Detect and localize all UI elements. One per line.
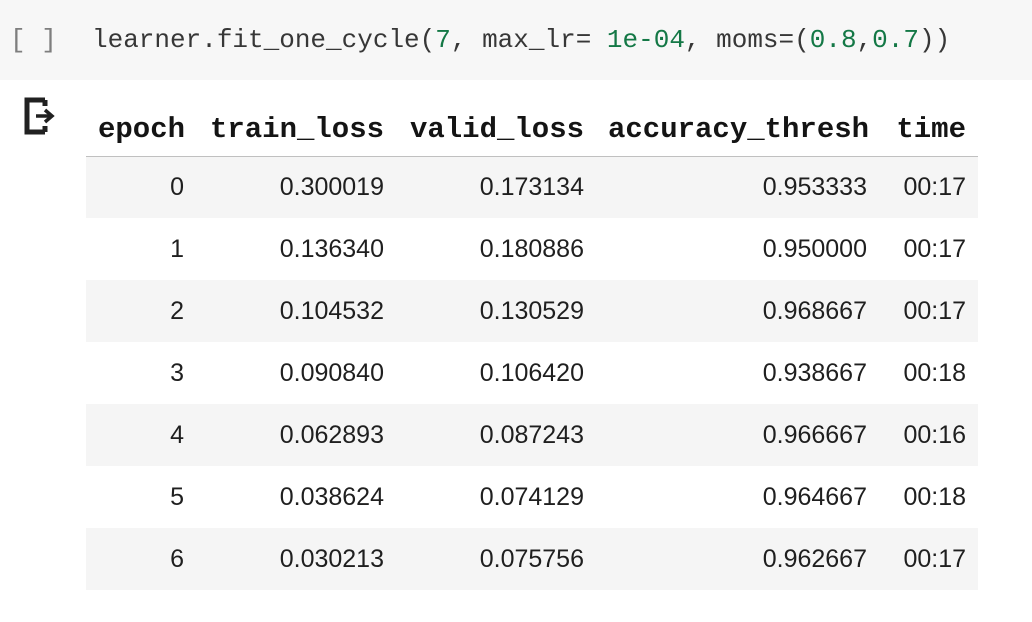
cell-output-icon xyxy=(20,94,56,138)
code-cell[interactable]: [ ] learner.fit_one_cycle(7, max_lr= 1e-… xyxy=(0,0,1032,80)
table-cell-train_loss: 0.104532 xyxy=(279,296,384,325)
table-cell-epoch: 5 xyxy=(170,482,184,511)
table-row: 4 0.062893 0.087243 0.966667 00:16 xyxy=(86,404,978,466)
table-cell-accuracy_thresh: 0.968667 xyxy=(762,296,867,325)
table-cell-time: 00:17 xyxy=(903,296,966,325)
table-cell-valid_loss: 0.087243 xyxy=(479,420,584,449)
table-cell-accuracy_thresh: 0.950000 xyxy=(762,234,867,263)
column-header-time: time xyxy=(879,104,978,157)
table-cell-accuracy_thresh: 0.964667 xyxy=(762,482,867,511)
table-cell-time: 00:17 xyxy=(903,172,966,201)
table-cell-accuracy_thresh: 0.953333 xyxy=(762,172,867,201)
table-row: 3 0.090840 0.106420 0.938667 00:18 xyxy=(86,342,978,404)
header-row: epoch train_loss valid_loss accuracy_thresh… xyxy=(86,104,978,157)
table-cell-epoch: 2 xyxy=(170,296,184,325)
table-cell-time: 00:18 xyxy=(903,482,966,511)
code-token-number: 7 xyxy=(435,25,451,55)
cell-run-prompt[interactable]: [ ] xyxy=(10,25,57,55)
code-token-number: 0.8 xyxy=(809,25,857,55)
table-cell-epoch: 6 xyxy=(170,544,184,573)
table-row: 5 0.038624 0.074129 0.964667 00:18 xyxy=(86,466,978,528)
table-cell-epoch: 3 xyxy=(170,358,184,387)
table-cell-valid_loss: 0.106420 xyxy=(479,358,584,387)
table-cell-valid_loss: 0.075756 xyxy=(479,544,584,573)
table-cell-accuracy_thresh: 0.962667 xyxy=(762,544,867,573)
table-cell-time: 00:18 xyxy=(903,358,966,387)
table-cell-train_loss: 0.090840 xyxy=(279,358,384,387)
table-cell-valid_loss: 0.130529 xyxy=(479,296,584,325)
table-cell-epoch: 4 xyxy=(170,420,184,449)
code-token: )) xyxy=(918,25,951,55)
table-cell-accuracy_thresh: 0.938667 xyxy=(762,358,867,387)
table-cell-train_loss: 0.300019 xyxy=(279,172,384,201)
table-cell-valid_loss: 0.074129 xyxy=(479,482,584,511)
table-cell-time: 00:16 xyxy=(903,420,966,449)
table-row: 6 0.030213 0.075756 0.962667 00:17 xyxy=(86,528,978,590)
cell-output-area: epoch train_loss valid_loss accuracy_thresh… xyxy=(0,80,1032,622)
table-cell-time: 00:17 xyxy=(903,234,966,263)
table-cell-train_loss: 0.030213 xyxy=(279,544,384,573)
table-row: 2 0.104532 0.130529 0.968667 00:17 xyxy=(86,280,978,342)
table-cell-train_loss: 0.038624 xyxy=(279,482,384,511)
column-header-valid_loss: valid_loss xyxy=(396,104,596,157)
table-cell-time: 00:17 xyxy=(903,544,966,573)
training-results-table: epoch train_loss valid_loss accuracy_thresh… xyxy=(86,104,978,590)
table-row: 1 0.136340 0.180886 0.950000 00:17 xyxy=(86,218,978,280)
column-header-train_loss: train_loss xyxy=(196,104,396,157)
code-token-number: 0.7 xyxy=(872,25,919,55)
table-cell-accuracy_thresh: 0.966667 xyxy=(762,420,867,449)
table-row: 0 0.300019 0.173134 0.953333 00:17 xyxy=(86,156,978,218)
column-header-accuracy_thresh: accuracy_thresh xyxy=(596,104,879,157)
code-token: learner.fit_one_cycle( xyxy=(92,25,436,55)
table-cell-valid_loss: 0.173134 xyxy=(479,172,584,201)
code-token: , moms=( xyxy=(684,25,810,55)
table-cell-train_loss: 0.136340 xyxy=(279,234,384,263)
code-token: , max_lr= xyxy=(450,25,607,55)
code-line[interactable]: learner.fit_one_cycle(7, max_lr= 1e-04, … xyxy=(92,0,950,80)
table-header-row: epoch train_loss valid_loss accuracy_thresh… xyxy=(86,104,978,157)
code-token-number: 1e-04 xyxy=(606,25,685,55)
table-body: 0 0.300019 0.173134 0.953333 00:17 1 0.136340 0… xyxy=(86,156,978,590)
table-cell-epoch: 0 xyxy=(170,172,184,201)
table-cell-valid_loss: 0.180886 xyxy=(479,234,584,263)
column-header-epoch: epoch xyxy=(86,104,196,157)
code-token: , xyxy=(856,25,873,55)
table-cell-epoch: 1 xyxy=(170,234,184,263)
table-cell-train_loss: 0.062893 xyxy=(279,420,384,449)
